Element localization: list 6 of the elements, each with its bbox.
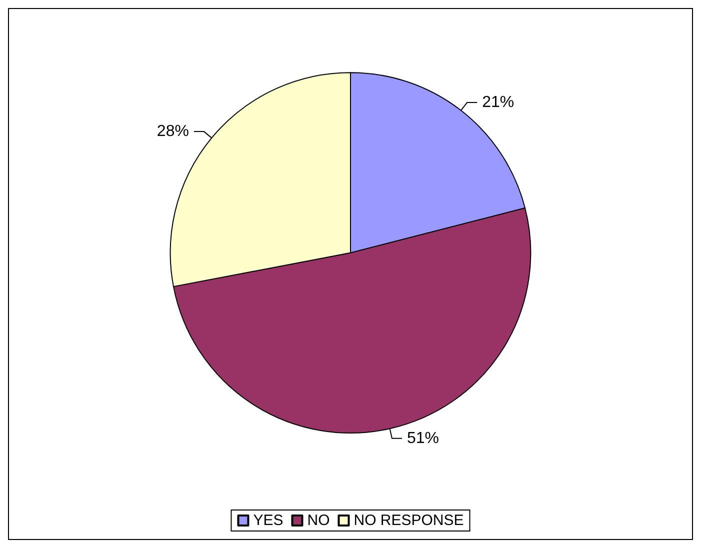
legend-label: YES xyxy=(253,512,284,529)
data-label: 51% xyxy=(406,430,440,447)
data-label: 28% xyxy=(156,123,189,140)
legend-label: NO RESPONSE xyxy=(354,512,464,529)
legend-label: NO xyxy=(307,512,330,529)
data-label: 21% xyxy=(482,94,514,112)
